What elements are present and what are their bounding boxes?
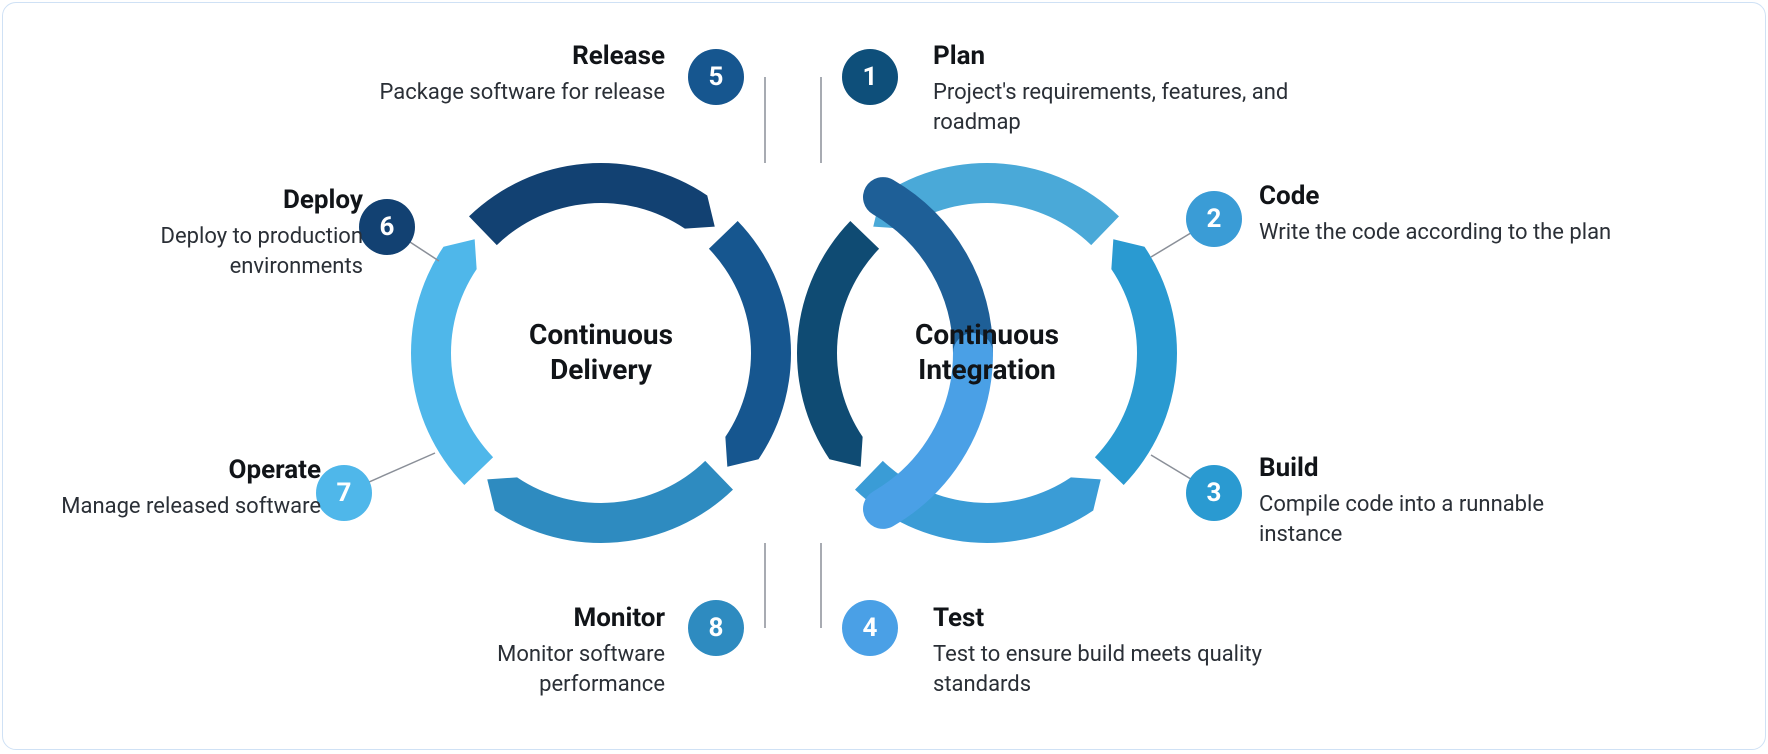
stage-title: Operate bbox=[21, 455, 321, 486]
stage-badge-4: 4 bbox=[842, 600, 898, 656]
stage-badge-number: 2 bbox=[1207, 204, 1222, 234]
stage-title: Deploy bbox=[81, 185, 363, 216]
stage-label-4: Test Test to ensure build meets quality s… bbox=[933, 603, 1333, 700]
stage-badge-3: 3 bbox=[1186, 465, 1242, 521]
right-loop-label-line1: Continuous bbox=[887, 317, 1087, 352]
right-loop-label: Continuous Integration bbox=[887, 317, 1087, 387]
stage-badge-1: 1 bbox=[842, 49, 898, 105]
stage-desc: Test to ensure build meets quality stand… bbox=[933, 640, 1333, 699]
stage-label-7: Operate Manage released software bbox=[21, 455, 321, 522]
left-loop-label-line1: Continuous bbox=[501, 317, 701, 352]
stage-label-1: Plan Project's requirements, features, an… bbox=[933, 41, 1293, 138]
stage-desc: Compile code into a runnable instance bbox=[1259, 490, 1619, 549]
stage-label-2: Code Write the code according to the plan bbox=[1259, 181, 1619, 248]
right-arc-2 bbox=[1095, 239, 1177, 485]
stage-badge-number: 7 bbox=[337, 478, 352, 508]
stage-desc: Manage released software bbox=[21, 492, 321, 522]
stage-badge-number: 8 bbox=[709, 613, 724, 643]
stage-label-3: Build Compile code into a runnable instan… bbox=[1259, 453, 1619, 550]
stage-label-8: Monitor Monitor software performance bbox=[433, 603, 665, 700]
right-loop-label-line2: Integration bbox=[887, 352, 1087, 387]
left-loop-label-line2: Delivery bbox=[501, 352, 701, 387]
stage-desc: Project's requirements, features, and ro… bbox=[933, 78, 1293, 137]
left-arc-1 bbox=[487, 461, 733, 543]
stage-badge-number: 6 bbox=[380, 212, 395, 242]
left-loop-label: Continuous Delivery bbox=[501, 317, 701, 387]
left-arc-2 bbox=[411, 239, 493, 485]
stage-badge-number: 5 bbox=[709, 62, 724, 92]
stage-title: Build bbox=[1259, 453, 1619, 484]
stage-desc: Write the code according to the plan bbox=[1259, 218, 1619, 248]
stage-desc: Monitor software performance bbox=[433, 640, 665, 699]
stage-badge-number: 4 bbox=[863, 613, 878, 643]
stage-desc: Package software for release bbox=[375, 78, 665, 108]
stage-title: Plan bbox=[933, 41, 1293, 72]
stage-label-6: Deploy Deploy to production environments bbox=[81, 185, 363, 282]
stage-badge-2: 2 bbox=[1186, 191, 1242, 247]
stage-badge-number: 3 bbox=[1207, 478, 1222, 508]
stage-title: Release bbox=[375, 41, 665, 72]
stage-label-5: Release Package software for release bbox=[375, 41, 665, 108]
left-arc-3 bbox=[469, 163, 715, 245]
stage-title: Monitor bbox=[433, 603, 665, 634]
diagram-frame: { "canvas": { "width": 1768, "height": 7… bbox=[2, 2, 1766, 750]
stage-badge-8: 8 bbox=[688, 600, 744, 656]
stage-title: Test bbox=[933, 603, 1333, 634]
stage-badge-7: 7 bbox=[316, 465, 372, 521]
stage-title: Code bbox=[1259, 181, 1619, 212]
right-arc-0 bbox=[797, 221, 879, 467]
stage-badge-6: 6 bbox=[359, 199, 415, 255]
stage-badge-number: 1 bbox=[863, 62, 878, 92]
stage-desc: Deploy to production environments bbox=[81, 222, 363, 281]
stage-badge-5: 5 bbox=[688, 49, 744, 105]
left-arc-0 bbox=[709, 221, 791, 467]
